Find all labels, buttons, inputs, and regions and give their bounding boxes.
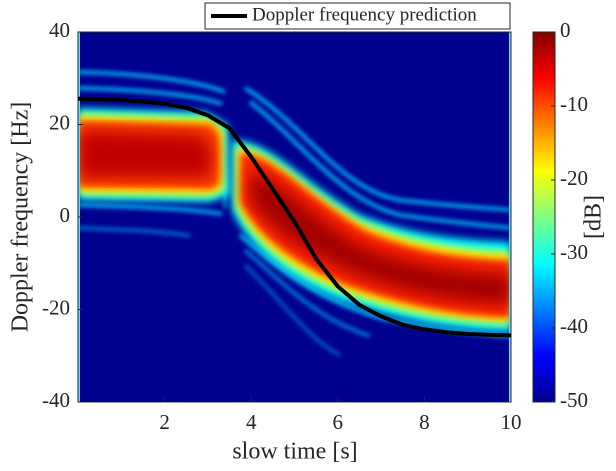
- colorbar-tick-label: -30: [560, 240, 588, 264]
- y-tick-label: 0: [60, 203, 71, 227]
- prediction-line: [78, 96, 511, 338]
- y-tick-label: -40: [42, 388, 70, 412]
- colorbar-label: [dB]: [581, 195, 607, 239]
- colorbar: [532, 31, 556, 403]
- x-tick-label: 2: [159, 410, 170, 434]
- legend: Doppler frequency prediction: [204, 2, 511, 30]
- legend-box: [204, 2, 511, 30]
- colorbar-tick-label: -10: [560, 92, 588, 116]
- x-tick-label: 6: [333, 410, 344, 434]
- x-tick-label: 4: [246, 410, 257, 434]
- y-tick-label: -20: [42, 295, 70, 319]
- y-axis-label: Doppler frequency [Hz]: [8, 102, 34, 333]
- colorbar-tick-label: -50: [560, 388, 588, 412]
- y-tick-label: 40: [49, 18, 70, 42]
- x-axis-label: slow time [s]: [232, 439, 357, 465]
- spectrogram: [78, 32, 511, 402]
- colorbar-tick-label: -40: [560, 314, 588, 338]
- colorbar-tick-label: 0: [560, 18, 571, 42]
- legend-label: Doppler frequency prediction: [252, 4, 477, 25]
- y-tick-label: 20: [49, 110, 70, 134]
- x-tick-label: 10: [501, 410, 522, 434]
- colorbar-tick-label: -20: [560, 166, 588, 190]
- x-tick-label: 8: [419, 410, 430, 434]
